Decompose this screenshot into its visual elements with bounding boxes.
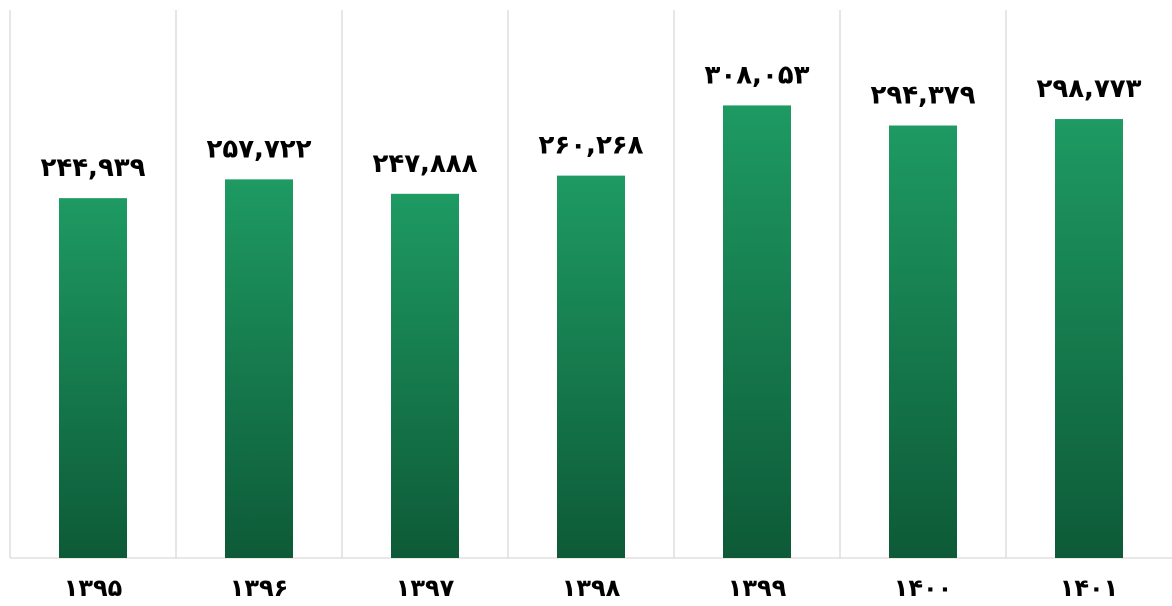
bar-2: [391, 193, 459, 558]
tick-label-0: ۱۳۹۵: [64, 574, 123, 602]
data-label-3: ۲۶۰,۲۶۸: [538, 131, 643, 161]
bar-4: [723, 105, 791, 558]
bar-3: [557, 175, 625, 558]
tick-label-1: ۱۳۹۶: [230, 574, 289, 602]
bar-0: [59, 198, 127, 558]
bar-1: [225, 179, 293, 558]
grid-lines: [9, 10, 1172, 559]
data-label-2: ۲۴۷,۸۸۸: [372, 149, 477, 179]
bars: [59, 105, 1123, 558]
data-label-0: ۲۴۴,۹۳۹: [40, 153, 145, 183]
tick-label-2: ۱۳۹۷: [396, 574, 455, 602]
data-label-4: ۳۰۸,۰۵۳: [704, 60, 809, 90]
tick-label-6: ۱۴۰۱: [1060, 574, 1119, 602]
tick-label-5: ۱۴۰۰: [894, 574, 953, 602]
data-label-5: ۲۹۴,۳۷۹: [870, 81, 975, 111]
data-label-6: ۲۹۸,۷۷۳: [1036, 74, 1141, 104]
data-labels: ۲۴۴,۹۳۹ ۲۵۷,۷۲۲ ۲۴۷,۸۸۸ ۲۶۰,۲۶۸ ۳۰۸,۰۵۳ ۲۹۴,۳…: [40, 60, 1141, 183]
tick-label-3: ۱۳۹۸: [562, 574, 621, 602]
x-axis-tick-labels: ۱۳۹۵ ۱۳۹۶ ۱۳۹۷ ۱۳۹۸ ۱۳۹۹ ۱۴۰۰ ۱۴۰۱: [64, 574, 1119, 602]
bar-6: [1055, 119, 1123, 558]
data-label-1: ۲۵۷,۷۲۲: [206, 134, 311, 164]
bar-5: [889, 125, 957, 558]
tick-label-4: ۱۳۹۹: [728, 574, 787, 602]
